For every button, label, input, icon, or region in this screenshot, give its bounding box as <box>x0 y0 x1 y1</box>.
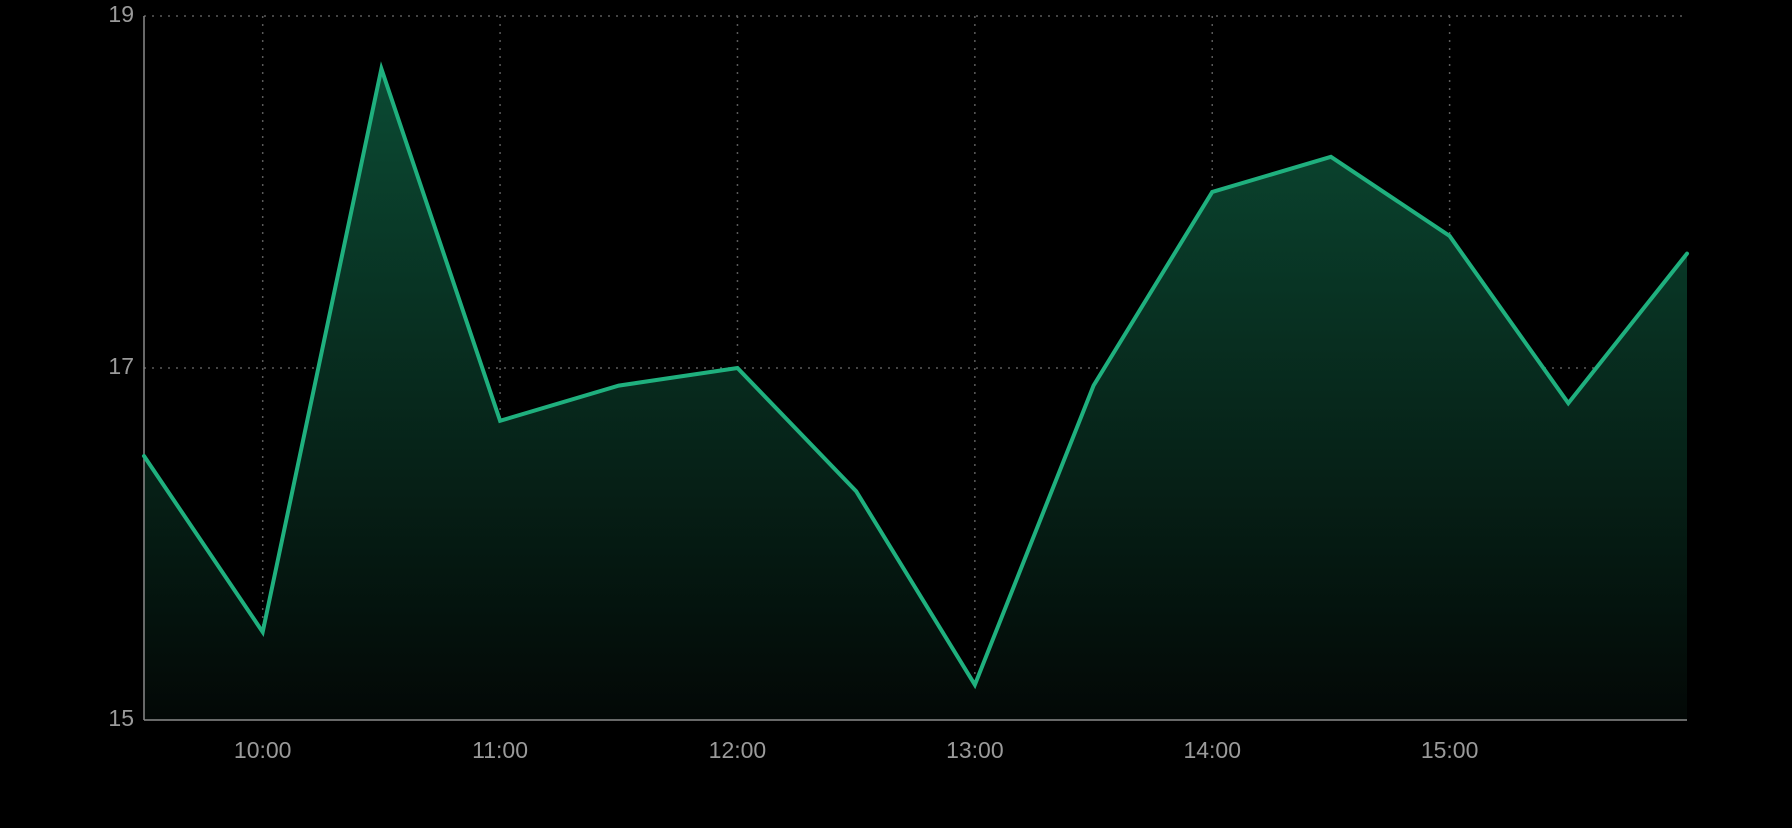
data-point <box>1092 384 1096 388</box>
x-tick-label: 13:00 <box>946 737 1004 763</box>
data-point <box>1685 252 1689 256</box>
data-point <box>854 489 858 493</box>
y-tick-labels: 15 17 19 <box>108 1 134 731</box>
data-point <box>735 366 739 370</box>
data-point <box>1210 190 1214 194</box>
x-tick-labels: 10:00 11:00 12:00 13:00 14:00 15:00 <box>234 737 1478 763</box>
x-tick-label: 11:00 <box>472 737 528 763</box>
axis-lines <box>143 16 1687 721</box>
series-area-fill <box>144 68 1687 721</box>
series-line <box>142 61 1689 690</box>
x-tick-label: 14:00 <box>1183 737 1241 763</box>
data-point <box>1566 401 1570 405</box>
data-point <box>142 454 146 458</box>
y-tick-label: 17 <box>108 353 134 379</box>
data-point <box>1329 155 1333 159</box>
data-point <box>617 384 621 388</box>
data-point <box>498 419 502 423</box>
data-point <box>1448 234 1452 238</box>
data-point <box>261 630 265 634</box>
x-tick-label: 12:00 <box>709 737 767 763</box>
area-fill-layer <box>144 68 1687 721</box>
data-point <box>379 67 383 71</box>
data-point <box>973 683 977 687</box>
series-line-layer <box>142 61 1689 690</box>
x-tick-label: 10:00 <box>234 737 292 763</box>
y-tick-label: 19 <box>108 1 134 27</box>
y-tick-label: 15 <box>108 705 134 731</box>
x-tick-label: 15:00 <box>1421 737 1479 763</box>
